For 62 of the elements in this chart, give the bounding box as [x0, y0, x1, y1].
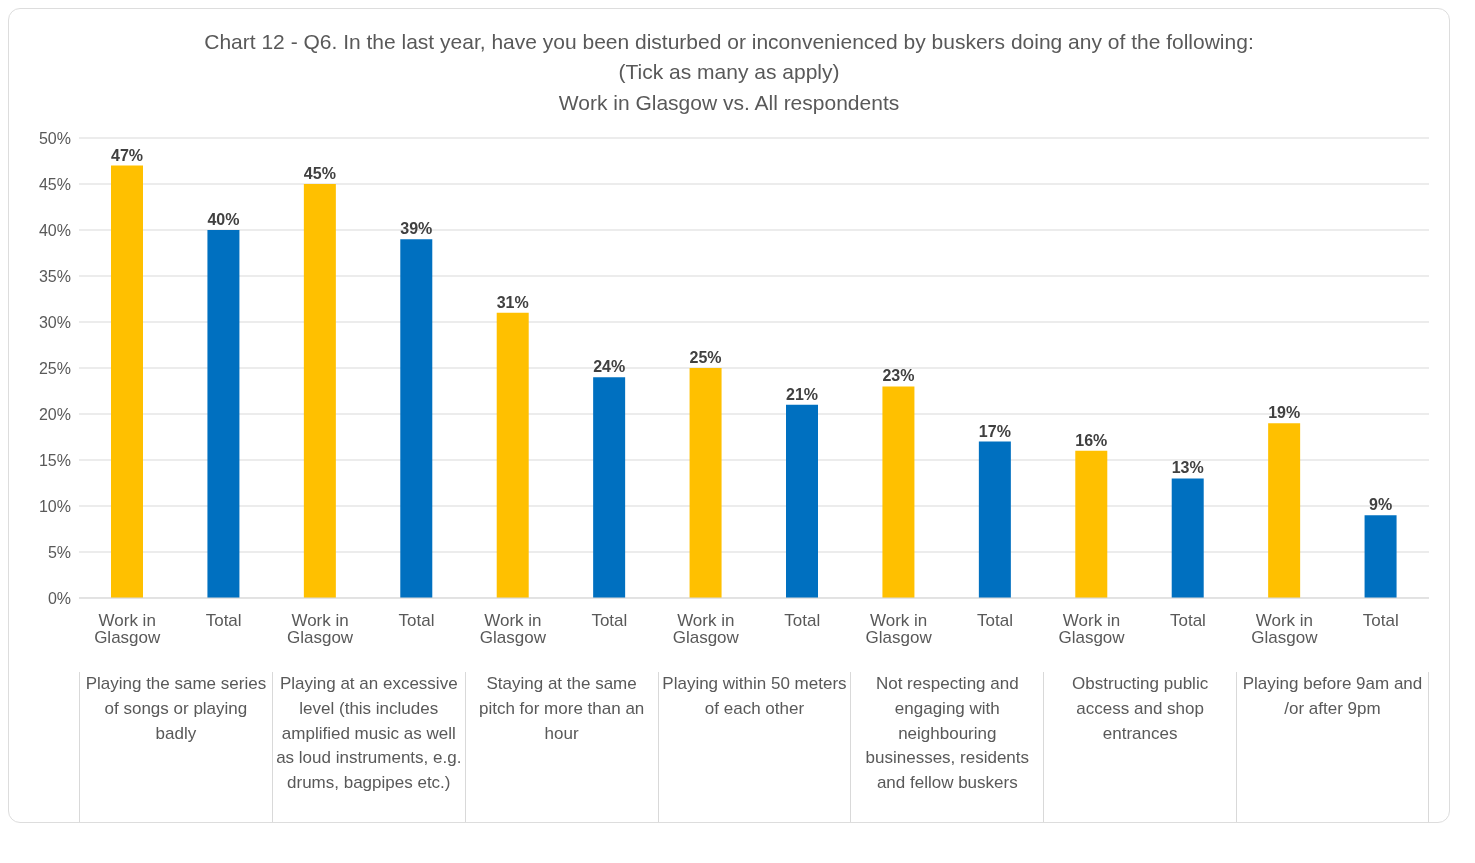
x-tick-label: Work in Glasgow: [94, 611, 162, 648]
data-label: 19%: [1268, 404, 1301, 422]
y-tick-label: 10%: [38, 497, 71, 515]
y-tick-label: 5%: [47, 543, 71, 561]
y-tick-label: 15%: [38, 451, 71, 469]
chart-subtitle: Work in Glasgow vs. All respondents: [557, 89, 901, 116]
chart-title: Chart 12 - Q6. In the last year, have you been disturbed or inconvenienced by buskers doing any of the following: (Tick as many as apply): [203, 29, 1255, 86]
text: Obstructing public access and shop entrances: [1043, 672, 1237, 823]
data-label: 16%: [1075, 432, 1108, 450]
y-tick-label: 35%: [38, 267, 71, 285]
data-label: 47%: [110, 146, 144, 164]
data-label: 45%: [303, 165, 336, 183]
data-label: 24%: [593, 358, 626, 376]
text: Playing before 9am and /or after 9pm: [1236, 672, 1429, 823]
x-tick-label: Work in Glasgow: [479, 611, 547, 648]
y-tick-label: 25%: [38, 359, 71, 377]
x-tick-label: Work in Glasgow: [1251, 611, 1319, 648]
bar: [1075, 451, 1108, 599]
x-tick-label: Total: [398, 611, 435, 631]
x-tick-label: Total: [1169, 611, 1206, 631]
bar: [978, 441, 1011, 599]
bar: [593, 377, 626, 599]
x-tick-label: Total: [977, 611, 1014, 631]
data-label: 9%: [1369, 496, 1393, 514]
bar: [303, 184, 336, 599]
y-tick-label: 40%: [38, 221, 71, 239]
data-label: 17%: [978, 422, 1011, 440]
x-tick-label: Total: [1362, 611, 1399, 631]
text: Playing within 50 meters of each other: [657, 672, 851, 823]
bar: [207, 230, 240, 599]
data-label: 39%: [400, 220, 433, 238]
bar: [400, 239, 433, 599]
x-tick-label: Total: [205, 611, 242, 631]
bar: [111, 165, 143, 599]
data-label: 23%: [882, 367, 915, 385]
bar: [689, 368, 722, 599]
y-tick-label: 0%: [47, 589, 71, 607]
bar: [1268, 423, 1301, 599]
x-tick-label: Total: [784, 611, 821, 631]
data-label: 31%: [496, 294, 529, 312]
text: Staying at the same pitch for more than an hour: [464, 672, 658, 823]
x-tick-label: Work in Glasgow: [1058, 611, 1126, 648]
y-tick-label: 45%: [38, 175, 71, 193]
y-tick-label: 30%: [38, 313, 71, 331]
text: Playing the same series of songs or playing badly: [79, 672, 272, 823]
bar: [786, 405, 818, 599]
y-tick-label: 20%: [38, 405, 71, 423]
text: Playing at an excessive level (this includes amplified music as well as loud instruments, e.g. drums, bagpipes etc.): [271, 672, 465, 823]
x-tick-label: Work in Glasgow: [672, 611, 740, 648]
bar: [1364, 515, 1397, 599]
bar: [882, 386, 915, 599]
x-tick-label: Work in Glasgow: [865, 611, 933, 648]
bar: [496, 313, 529, 599]
data-label: 40%: [207, 211, 240, 229]
data-label: 25%: [689, 349, 722, 367]
x-tick-label: Total: [591, 611, 628, 631]
text: Not respecting and engaging with neighbouring businesses, residents and fellow buskers: [850, 672, 1044, 823]
bar: [1171, 478, 1204, 599]
x-tick-label: Work in Glasgow: [287, 611, 354, 648]
data-label: 21%: [785, 386, 819, 404]
y-tick-label: 50%: [38, 129, 71, 147]
data-label: 13%: [1171, 459, 1204, 477]
